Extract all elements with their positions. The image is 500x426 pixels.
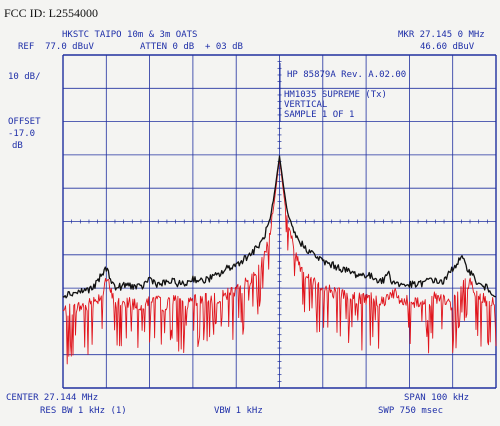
resolution-bandwidth: RES BW 1 kHz (1) — [40, 406, 127, 416]
device-label: HM1035 SUPREME (Tx) — [284, 90, 387, 100]
peak-trace-line — [62, 155, 497, 299]
marker-frequency: MKR 27.145 0 MHz — [398, 30, 485, 40]
site-title: HKSTC TAIPO 10m & 3m OATS — [62, 30, 198, 40]
marker-amplitude: 46.60 dBuV — [420, 42, 475, 52]
frequency-span: SPAN 100 kHz — [404, 393, 470, 403]
polarization-label: VERTICAL — [284, 100, 328, 110]
offset-unit: dB — [12, 141, 23, 151]
sweep-time: SWP 750 msec — [378, 406, 444, 416]
fcc-id-label: FCC ID: L2554000 — [4, 6, 99, 20]
video-bandwidth: VBW 1 kHz — [214, 406, 263, 416]
ref-level: REF 77.0 dBuV — [18, 42, 94, 52]
offset-label: OFFSET — [8, 117, 41, 127]
trace-group — [62, 155, 497, 365]
instrument-id: HP 85879A Rev. A.02.00 — [287, 70, 407, 80]
attenuation: ATTEN 0 dB + 03 dB — [140, 42, 243, 52]
offset-value: -17.0 — [8, 129, 36, 139]
scale-per-div: 10 dB/ — [8, 72, 41, 82]
center-frequency: CENTER 27.144 MHz — [6, 393, 99, 403]
sample-label: SAMPLE 1 OF 1 — [284, 110, 355, 120]
